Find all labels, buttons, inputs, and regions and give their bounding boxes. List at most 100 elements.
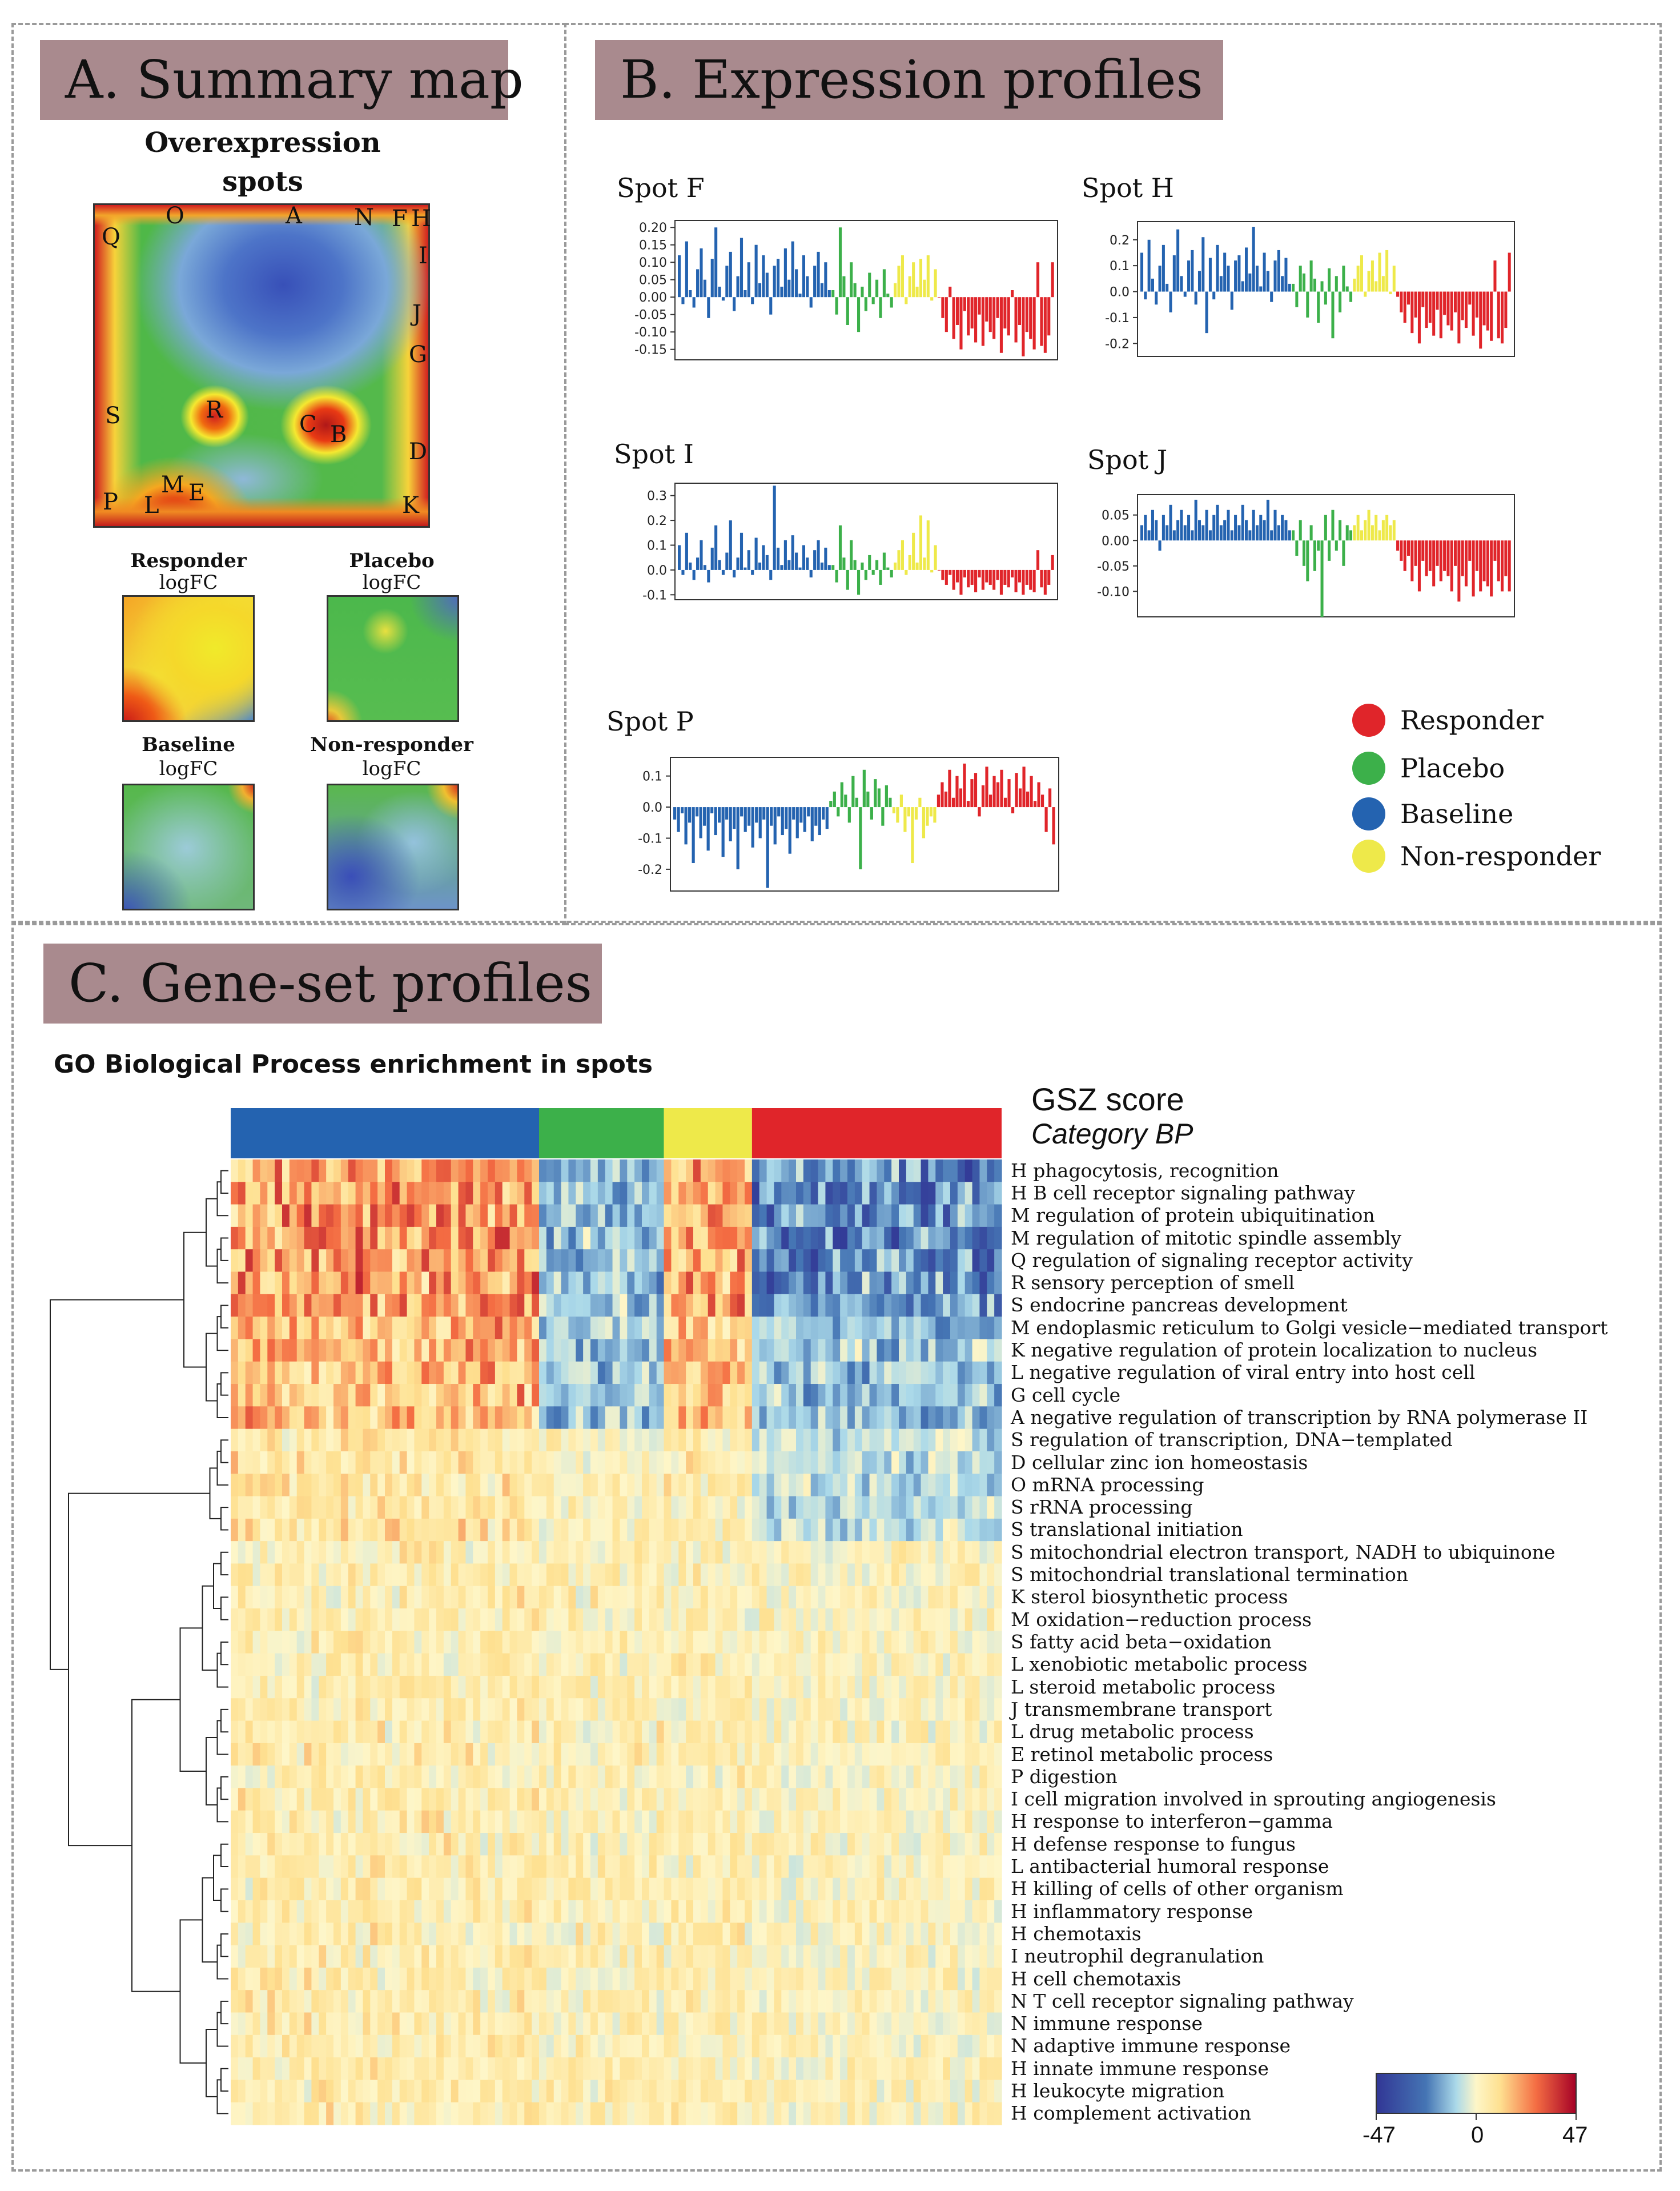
heatmap-cell	[326, 1182, 334, 1205]
heatmap-cell	[921, 1563, 929, 1587]
heatmap-cell	[994, 2057, 1002, 2080]
heatmap-cell	[759, 1877, 767, 1901]
heatmap-cell	[935, 1541, 943, 1564]
heatmap-cell	[473, 2035, 481, 2058]
heatmap-cell	[928, 1788, 936, 1811]
heatmap-cell	[524, 1675, 532, 1699]
heatmap-cell	[370, 1675, 378, 1699]
heatmap-cell	[869, 1765, 878, 1789]
bar-responder	[1033, 801, 1037, 808]
heatmap-cell	[745, 1361, 753, 1385]
heatmap-cell	[854, 1631, 863, 1654]
y-tick-label: 0.15	[639, 239, 667, 253]
heatmap-cell	[833, 1182, 841, 1205]
heatmap-cell	[502, 1226, 511, 1250]
heatmap-cell	[414, 1249, 422, 1273]
heatmap-cell	[296, 1631, 305, 1654]
heatmap-cell	[656, 2057, 665, 2080]
heatmap-cell	[943, 1833, 951, 1856]
heatmap-cell	[620, 1675, 628, 1699]
heatmap-cell	[451, 1384, 459, 1407]
bar-non-responder	[905, 297, 908, 304]
heatmap-cell	[847, 1788, 855, 1811]
heatmap-cell	[899, 1451, 907, 1474]
heatmap-cell	[722, 1384, 730, 1407]
bar-baseline	[754, 537, 758, 570]
heatmap-cell	[730, 1675, 738, 1699]
heatmap-cell	[825, 1810, 833, 1833]
heatmap-cell	[539, 1339, 547, 1362]
heatmap-cell	[906, 1900, 914, 1923]
heatmap-cell	[319, 2035, 327, 2058]
bar-baseline	[699, 807, 702, 838]
bar-baseline	[685, 532, 688, 570]
heatmap-cell	[304, 2057, 312, 2080]
heatmap-cell	[443, 1361, 452, 1385]
heatmap-cell	[421, 1428, 429, 1452]
heatmap-cell	[803, 1900, 811, 1923]
bar-placebo	[862, 769, 866, 808]
heatmap-cell	[913, 1855, 922, 1879]
heatmap-cell	[627, 1249, 635, 1273]
heatmap-cell	[583, 2057, 591, 2080]
legend-label-responder: Responder	[1400, 705, 1544, 736]
heatmap-cell	[245, 2035, 254, 2058]
heatmap-cell	[928, 1182, 936, 1205]
heatmap-cell	[451, 2012, 459, 2036]
heatmap-cell	[759, 1159, 767, 1182]
heatmap-cell	[421, 1159, 429, 1182]
heatmap-cell	[634, 1406, 642, 1430]
bar-placebo	[1331, 509, 1335, 541]
heatmap-cell	[730, 1204, 738, 1227]
heatmap-cell	[252, 1361, 261, 1385]
heatmap-cell	[451, 1182, 459, 1205]
heatmap-cell	[238, 1675, 246, 1699]
heatmap-cell	[458, 1990, 467, 2013]
heatmap-cell	[363, 1608, 371, 1631]
heatmap-cell	[994, 1518, 1002, 1542]
heatmap-cell	[891, 1518, 899, 1542]
heatmap-cell	[231, 1967, 239, 1991]
heatmap-cell	[634, 1586, 642, 1609]
heatmap-cell	[737, 1384, 745, 1407]
heatmap-cell	[311, 1990, 319, 2013]
heatmap-cell	[751, 1923, 760, 1946]
bar-non-responder	[1364, 520, 1367, 541]
heatmap-cell	[634, 1339, 642, 1362]
heatmap-cell	[810, 1159, 819, 1182]
heatmap-cell	[340, 1967, 349, 1991]
bar-baseline	[1176, 520, 1180, 541]
heatmap-cell	[751, 1877, 760, 1901]
heatmap-cell	[671, 1967, 679, 1991]
heatmap-cell	[509, 1249, 518, 1273]
heatmap-cell	[407, 1967, 415, 1991]
heatmap-cell	[825, 1384, 833, 1407]
mini-map-sub-placebo: logFC	[362, 571, 421, 594]
bar-non-responder	[1353, 278, 1356, 292]
heatmap-cell	[700, 1204, 709, 1227]
heatmap-cell	[759, 1608, 767, 1631]
heatmap-cell	[414, 1159, 422, 1182]
heatmap-cell	[392, 1900, 400, 1923]
heatmap-cell	[847, 1877, 855, 1901]
heatmap-cell	[708, 1608, 716, 1631]
heatmap-cell	[605, 1428, 613, 1452]
heatmap-cell	[436, 1855, 444, 1879]
heatmap-cell	[781, 1788, 789, 1811]
heatmap-cell	[583, 1586, 591, 1609]
heatmap-cell	[311, 1608, 319, 1631]
heatmap-cell	[553, 1182, 562, 1205]
heatmap-cell	[509, 1653, 518, 1676]
heatmap-cell	[810, 1765, 819, 1789]
heatmap-cell	[458, 2057, 467, 2080]
heatmap-cell	[465, 1788, 473, 1811]
spot-letter-l: L	[144, 492, 159, 519]
heatmap-cell	[906, 1675, 914, 1699]
heatmap-cell	[539, 1608, 547, 1631]
bar-baseline	[1180, 509, 1183, 541]
heatmap-cell	[392, 1923, 400, 1946]
heatmap-cell	[451, 1608, 459, 1631]
heatmap-cell	[517, 1204, 525, 1227]
heatmap-cell	[810, 1833, 819, 1856]
heatmap-cell	[825, 1833, 833, 1856]
